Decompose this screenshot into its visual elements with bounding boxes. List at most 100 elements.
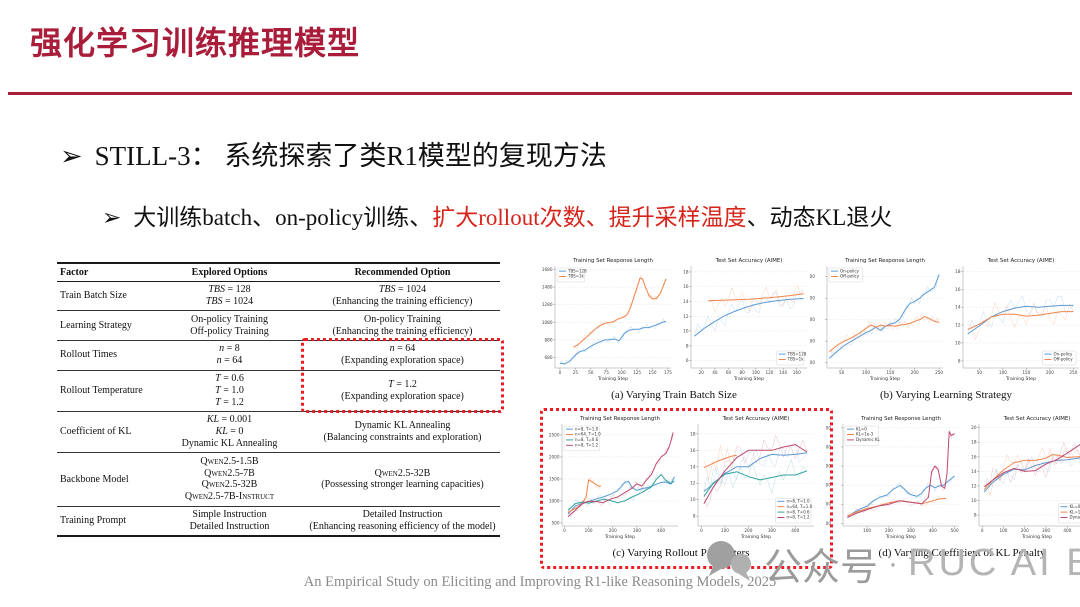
svg-text:125: 125 bbox=[633, 370, 641, 375]
col-header-recommended: Recommended Option bbox=[354, 266, 451, 278]
svg-text:75: 75 bbox=[604, 370, 610, 375]
svg-text:14: 14 bbox=[690, 464, 696, 469]
svg-text:16: 16 bbox=[955, 287, 961, 292]
explored-cell: Qwen2.5-1.5B Qwen2.5-7B Qwen2.5-32B Qwen2.5… bbox=[154, 453, 305, 506]
svg-text:10: 10 bbox=[683, 329, 689, 334]
bullet-still3: ➢ STILL-3： 系统探索了类R1模型的复现方法 bbox=[60, 134, 607, 173]
recommended-cell: On-policy Training (Enhancing the trainin… bbox=[305, 311, 500, 341]
svg-text:0: 0 bbox=[700, 528, 703, 533]
svg-text:8: 8 bbox=[686, 343, 689, 348]
svg-text:n=64, T=1.0: n=64, T=1.0 bbox=[575, 432, 601, 437]
svg-text:100: 100 bbox=[721, 528, 729, 533]
svg-text:400: 400 bbox=[1063, 528, 1071, 533]
svg-text:160: 160 bbox=[793, 370, 801, 375]
table-cell-line: Detailed Instruction bbox=[362, 509, 443, 521]
svg-text:20: 20 bbox=[971, 425, 977, 430]
svg-text:1000: 1000 bbox=[826, 502, 831, 507]
chart-canvas: 500 1000 1500 2000 2500 0 100 200 300 400 Training… bbox=[549, 416, 678, 540]
svg-text:200: 200 bbox=[744, 528, 752, 533]
factor-cell: Rollout Times bbox=[60, 349, 117, 361]
svg-text:400: 400 bbox=[929, 528, 937, 533]
svg-text:500: 500 bbox=[552, 520, 560, 525]
svg-text:500: 500 bbox=[951, 528, 959, 533]
svg-text:175: 175 bbox=[664, 370, 672, 375]
svg-text:250: 250 bbox=[935, 370, 943, 375]
svg-text:200: 200 bbox=[609, 528, 617, 533]
table-cell-line: On-policy Training bbox=[364, 313, 441, 325]
table-cell-line: (Expanding exploration space) bbox=[341, 355, 464, 367]
table-row: Training Prompt Simple Instruction Detaile… bbox=[57, 506, 500, 536]
col-header-factor: Factor bbox=[60, 266, 89, 278]
table-cell-line: n = 64 bbox=[389, 343, 416, 355]
svg-text:500: 500 bbox=[826, 521, 831, 526]
svg-text:200: 200 bbox=[1021, 528, 1029, 533]
charts-row: 50010001500200025003000100200300400500Tr… bbox=[826, 413, 1080, 545]
chart-caption: (b) Varying Learning Strategy bbox=[879, 389, 1013, 401]
svg-text:KL=0: KL=0 bbox=[856, 426, 867, 431]
bullet-still3-text: STILL-3： 系统探索了类R1模型的复现方法 bbox=[94, 141, 607, 171]
explored-cell: Simple Instruction Detailed Instruction bbox=[154, 506, 305, 536]
table-cell-line: KL = 0.001 bbox=[206, 414, 253, 426]
chart-canvas: 600 800 1000 1200 1400 50 100 150 200 250 Training… bbox=[810, 258, 943, 382]
recommended-cell: T = 1.2 (Expanding exploration space) bbox=[305, 370, 500, 411]
table-cell-line: Off-policy Training bbox=[190, 325, 269, 337]
explored-cell: KL = 0.001 KL = 0 Dynamic KL Annealing bbox=[154, 411, 305, 452]
svg-text:140: 140 bbox=[779, 370, 787, 375]
factor-table: Factor Explored Options Recommended Opti… bbox=[57, 262, 500, 538]
factor-table-wrap: Factor Explored Options Recommended Opti… bbox=[57, 262, 500, 538]
svg-text:14: 14 bbox=[971, 469, 977, 474]
svg-text:Test Set Accuracy (AIME): Test Set Accuracy (AIME) bbox=[1003, 416, 1071, 422]
watermark-brand-text: RUC AI Box bbox=[908, 542, 1080, 584]
bullet-segment: 扩大rollout次数、提升采样温度 bbox=[432, 205, 747, 230]
svg-text:40: 40 bbox=[712, 370, 718, 375]
svg-text:200: 200 bbox=[911, 370, 919, 375]
table-cell-line: (Enhancing reasoning efficiency of the m… bbox=[309, 520, 496, 532]
col-header-explored: Explored Options bbox=[191, 266, 268, 278]
svg-text:Dynamic KL: Dynamic KL bbox=[1070, 515, 1080, 520]
table-cell-line: (Expanding exploration space) bbox=[341, 390, 464, 402]
table-cell-line: (Balancing constraints and exploration) bbox=[323, 432, 482, 444]
svg-text:6: 6 bbox=[686, 358, 689, 363]
svg-text:Training Step: Training Step bbox=[1005, 376, 1036, 382]
svg-text:1500: 1500 bbox=[826, 483, 831, 488]
table-cell-line: Qwen2.5-7B-Instruct bbox=[184, 491, 275, 503]
table-cell-line: TBS = 1024 bbox=[378, 284, 427, 296]
svg-text:Training Step: Training Step bbox=[733, 376, 764, 382]
svg-text:1200: 1200 bbox=[810, 296, 815, 301]
chart-caption: (a) Varying Train Batch Size bbox=[611, 389, 737, 401]
footer-citation: An Empirical Study on Eliciting and Impr… bbox=[303, 574, 777, 590]
explored-cell: T = 0.6 T = 1.0 T = 1.2 bbox=[154, 370, 305, 411]
table-cell-line: Qwen2.5-1.5B bbox=[200, 455, 259, 467]
factor-cell: Training Prompt bbox=[60, 514, 127, 526]
svg-text:100: 100 bbox=[999, 528, 1007, 533]
svg-text:150: 150 bbox=[1022, 370, 1030, 375]
charts-row: 600 800 1000 1200 1400 50 100 150 200 250 Training… bbox=[810, 255, 1080, 387]
svg-text:Training Step: Training Step bbox=[1021, 534, 1052, 540]
arrow-bullet-icon: ➢ bbox=[102, 205, 122, 230]
svg-text:300: 300 bbox=[907, 528, 915, 533]
chart-canvas: 8 10 12 14 16 18 50 100 150 200 250 Test Set Accura… bbox=[955, 258, 1079, 382]
svg-text:KL=1e-3: KL=1e-3 bbox=[856, 432, 874, 437]
recommended-cell: n = 64 (Expanding exploration space) bbox=[305, 340, 500, 370]
svg-text:Off-policy: Off-policy bbox=[840, 274, 860, 279]
table-cell-line: T = 1.2 bbox=[215, 396, 244, 408]
svg-text:18: 18 bbox=[955, 269, 961, 274]
chart-canvas: 81012141618200100200300400500Test Set Ac… bbox=[971, 416, 1080, 540]
bullet-segment: 大训练batch、on-policy训练、 bbox=[133, 205, 433, 230]
svg-text:0: 0 bbox=[981, 528, 984, 533]
table-cell-line: (Enhancing the training efficiency) bbox=[332, 296, 473, 308]
table-cell-line: n = 8 bbox=[219, 343, 240, 355]
table-cell-line: Detailed Instruction bbox=[189, 520, 270, 532]
svg-text:150: 150 bbox=[648, 370, 656, 375]
svg-text:10: 10 bbox=[955, 340, 961, 345]
svg-text:Training Set Response Length: Training Set Response Length bbox=[844, 258, 925, 264]
table-cell-line: n = 64 bbox=[216, 355, 243, 367]
chart-group-b: 600 800 1000 1200 1400 50 100 150 200 250 Training… bbox=[810, 255, 1080, 401]
svg-text:880: 880 bbox=[545, 337, 553, 342]
svg-text:TBS=128: TBS=128 bbox=[787, 351, 807, 356]
recommended-cell: Detailed Instruction (Enhancing reasoning… bbox=[305, 506, 500, 536]
table-cell-line: T = 1.0 bbox=[215, 384, 244, 396]
bullet-segment: 、动态KL退火 bbox=[746, 205, 893, 230]
svg-text:400: 400 bbox=[791, 528, 799, 533]
svg-text:n=8, T=1.0: n=8, T=1.0 bbox=[786, 499, 810, 504]
